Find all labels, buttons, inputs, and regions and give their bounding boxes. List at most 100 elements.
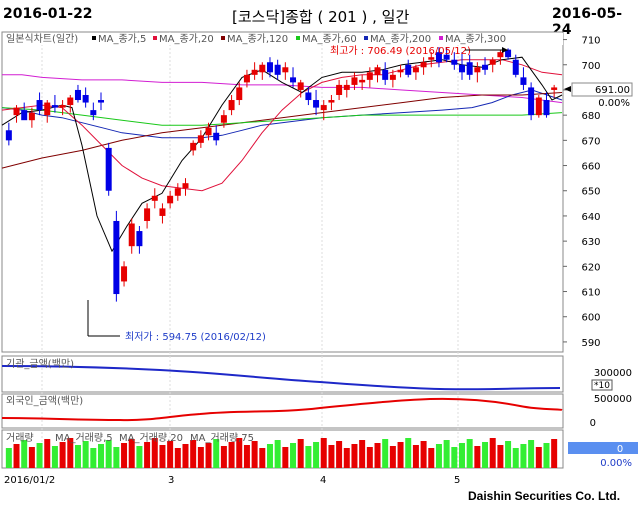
ma-line (2, 74, 563, 104)
legend-swatch (92, 36, 96, 40)
volume-bar (282, 447, 289, 468)
x-axis-label: 3 (168, 475, 174, 486)
candle-body (397, 69, 404, 73)
candle (382, 62, 389, 85)
candle-body (51, 105, 58, 108)
volume-bar (466, 439, 473, 468)
volume-ma-legend: MA_거래량,75 (190, 432, 254, 444)
candle (243, 69, 250, 88)
volume-bar (128, 439, 135, 468)
volume-bar (90, 448, 97, 468)
sub1-scale: *10 (594, 381, 610, 391)
volume-bar (251, 441, 258, 468)
volume-bar (313, 442, 320, 468)
candle (543, 92, 550, 118)
candle-body (167, 195, 174, 204)
candle-body (236, 87, 243, 101)
volume-bar (167, 441, 174, 468)
chart-header: 2016-01-22 [코스닥]종합 ( 201 ) , 일간 2016-05-… (0, 0, 640, 38)
candle (520, 67, 527, 90)
volume-bar (412, 445, 419, 468)
volume-bar (305, 446, 312, 468)
candle-body (528, 87, 535, 116)
candle-body (297, 82, 304, 90)
candle-body (59, 105, 66, 108)
candle-body (466, 62, 473, 75)
candle (505, 48, 512, 60)
x-axis-label: 2016/01/2 (4, 475, 55, 486)
volume-bar (159, 445, 166, 468)
candle-body (282, 67, 289, 73)
volume-bar (74, 445, 81, 468)
candle (290, 67, 297, 88)
candle (528, 82, 535, 121)
candle (374, 64, 381, 83)
candle-body (535, 97, 542, 116)
volume-bar (220, 446, 227, 468)
y-tick-label: 590 (581, 338, 600, 349)
candle-body (343, 84, 350, 90)
candle-body (228, 100, 235, 111)
candle-body (543, 100, 550, 116)
volume-bar (44, 439, 51, 468)
volume-bar (236, 438, 243, 468)
legend-bg (3, 33, 563, 45)
x-axis-label: 5 (454, 475, 460, 486)
ma-line (1, 59, 563, 192)
candle (21, 102, 28, 121)
candle-body (505, 49, 512, 58)
volume-bar (13, 444, 20, 468)
candle-body (220, 115, 227, 123)
volume-bar (435, 444, 442, 468)
candle (259, 62, 266, 80)
volume-legend: 거래량 (6, 432, 34, 444)
candle (190, 140, 197, 156)
candle (351, 72, 358, 90)
candle-body (190, 142, 197, 151)
candle-body (359, 79, 366, 83)
y-tick-label: 600 (581, 313, 600, 324)
candle-body (320, 105, 327, 111)
volume-bar (59, 442, 66, 468)
volume-bar (205, 443, 212, 468)
candle (51, 94, 58, 113)
y-tick-label: 660 (581, 162, 600, 173)
volume-bar (551, 439, 558, 468)
candle-body (98, 100, 105, 103)
volume-bar (389, 446, 396, 468)
candle (220, 110, 227, 128)
candle (466, 54, 473, 80)
sub2-legend: 외국인_금액(백만) (6, 395, 83, 407)
candle (151, 188, 158, 209)
high-annotation: 최고가 : 706.49 (2016/05/12) (330, 45, 471, 57)
candle (389, 69, 396, 88)
volume-bar (259, 448, 266, 468)
candle-body (366, 72, 373, 80)
candle-body (290, 77, 297, 83)
candle-body (374, 67, 381, 75)
volume-bar (543, 443, 550, 468)
candle-body (412, 67, 419, 73)
sub1-tick: 300000 (594, 368, 632, 379)
candle (136, 226, 143, 254)
ma-line (1, 56, 563, 253)
volume-bar (82, 441, 89, 468)
candle (13, 105, 20, 123)
candle-body (435, 52, 442, 63)
volume-bar (497, 445, 504, 468)
ma-line (1, 107, 563, 126)
volume-bar (489, 438, 496, 468)
candle-body (121, 266, 128, 282)
legend-item: MA_종가,60 (302, 33, 357, 45)
candle-body (420, 62, 427, 68)
y-tick-label: 640 (581, 212, 600, 223)
legend-item: MA_종가,5 (98, 33, 146, 45)
change-pct: 0.00% (598, 98, 630, 109)
volume-bar (474, 446, 481, 468)
legend-swatch (439, 36, 443, 40)
candle (282, 62, 289, 80)
candle-body (520, 77, 527, 85)
volume-bar (5, 448, 12, 468)
volume-bar (136, 446, 143, 468)
